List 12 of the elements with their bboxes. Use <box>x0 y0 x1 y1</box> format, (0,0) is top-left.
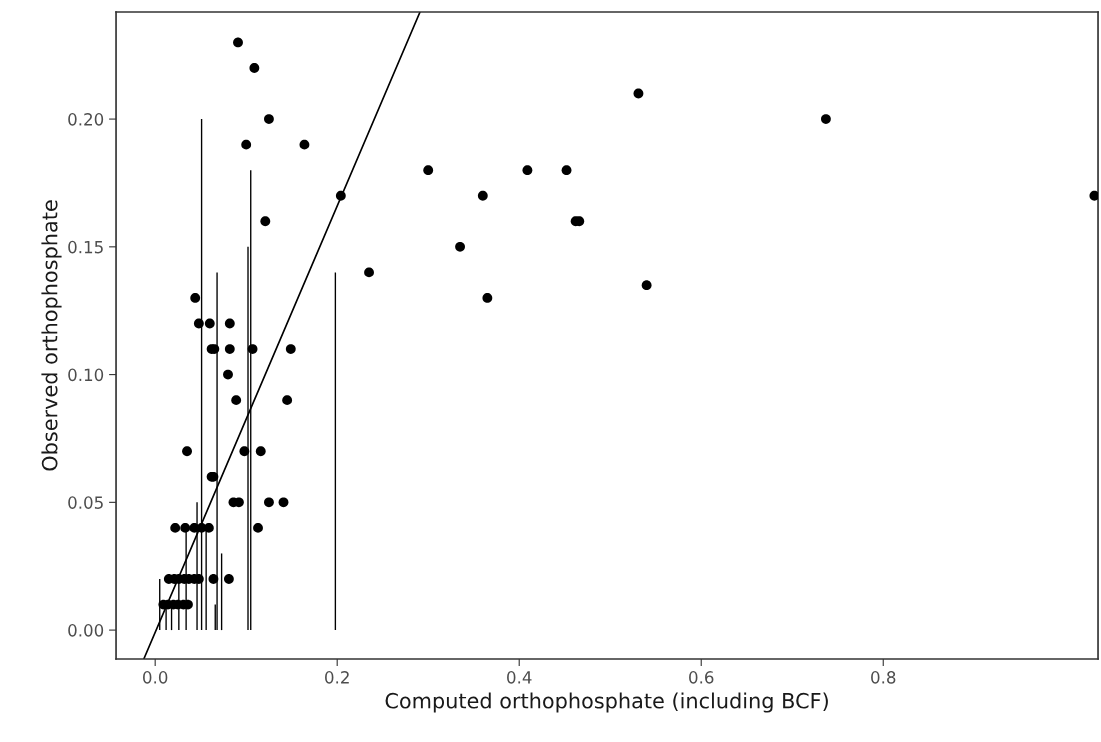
y-tick-label: 0.20 <box>68 113 104 126</box>
y-tick-label: 0.00 <box>68 624 104 637</box>
y-tick-label: 0.05 <box>68 496 103 509</box>
y-tick-label: 0.15 <box>68 240 103 254</box>
y-axis-title: Observed orthophosphate <box>41 200 62 471</box>
x-tick-label: 0.6 <box>689 671 714 684</box>
x-tick-label: 0.4 <box>507 671 532 684</box>
x-axis-title: Computed orthophosphate (including BCF) <box>385 692 828 713</box>
x-tick-label: 0.8 <box>871 671 896 684</box>
y-tick-label: 0.10 <box>68 368 104 382</box>
x-tick-label: 0.0 <box>143 671 168 684</box>
x-tick-label: 0.2 <box>325 671 349 684</box>
